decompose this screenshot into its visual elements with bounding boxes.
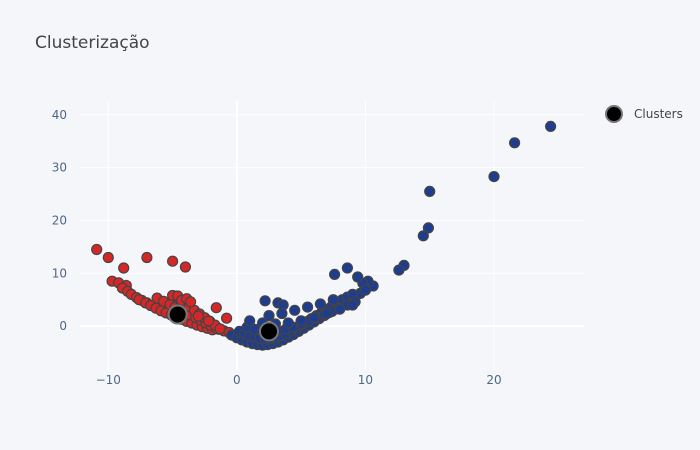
- y-tick-label: 20: [52, 213, 67, 227]
- data-point[interactable]: [276, 307, 288, 320]
- x-tick-label: 20: [486, 373, 501, 387]
- legend-label: Clusters: [634, 107, 683, 121]
- x-tick-label: −10: [96, 373, 121, 387]
- data-point[interactable]: [263, 310, 275, 322]
- data-point[interactable]: [334, 303, 346, 315]
- data-point[interactable]: [91, 243, 103, 256]
- data-point[interactable]: [221, 312, 233, 324]
- data-point[interactable]: [289, 304, 301, 316]
- data-point[interactable]: [210, 302, 222, 314]
- data-point[interactable]: [259, 295, 271, 307]
- y-tick-label: 40: [52, 108, 67, 122]
- data-point[interactable]: [179, 261, 191, 273]
- data-point[interactable]: [327, 294, 339, 306]
- data-point[interactable]: [214, 323, 226, 335]
- data-point[interactable]: [102, 251, 114, 264]
- data-point[interactable]: [244, 315, 256, 327]
- data-point[interactable]: [308, 312, 320, 324]
- legend-marker: [605, 105, 623, 123]
- data-point[interactable]: [141, 251, 153, 264]
- data-point[interactable]: [508, 137, 521, 149]
- data-point[interactable]: [352, 271, 364, 283]
- data-point[interactable]: [321, 307, 333, 320]
- data-point[interactable]: [302, 301, 314, 313]
- data-point[interactable]: [329, 268, 341, 280]
- grid-layer: [80, 100, 584, 370]
- data-point[interactable]: [488, 171, 500, 183]
- centroid-point[interactable]: [167, 304, 188, 325]
- data-point[interactable]: [544, 120, 557, 133]
- data-point[interactable]: [393, 264, 405, 276]
- axis-layer: −10 0 10 20 0 10 20 30 40: [52, 108, 502, 387]
- data-point[interactable]: [118, 262, 130, 274]
- data-point[interactable]: [424, 185, 436, 197]
- y-tick-label: 10: [52, 266, 67, 280]
- data-point[interactable]: [167, 255, 179, 267]
- y-tick-label: 0: [59, 319, 67, 333]
- chart-title: Clusterização: [35, 33, 150, 53]
- data-point[interactable]: [417, 230, 429, 242]
- data-point[interactable]: [203, 315, 215, 327]
- data-point[interactable]: [192, 310, 204, 322]
- y-tick-label: 30: [52, 161, 67, 175]
- data-point[interactable]: [314, 298, 326, 310]
- x-tick-label: 0: [233, 373, 241, 387]
- points-layer: [91, 120, 557, 351]
- legend[interactable]: Clusters: [605, 105, 683, 123]
- data-point[interactable]: [295, 315, 307, 327]
- data-point[interactable]: [185, 296, 197, 308]
- x-tick-label: 10: [358, 373, 373, 387]
- data-point[interactable]: [359, 284, 371, 296]
- data-point[interactable]: [282, 317, 294, 329]
- data-point[interactable]: [347, 299, 359, 311]
- centroid-point[interactable]: [259, 321, 279, 342]
- data-point[interactable]: [422, 222, 434, 234]
- data-point[interactable]: [341, 262, 353, 274]
